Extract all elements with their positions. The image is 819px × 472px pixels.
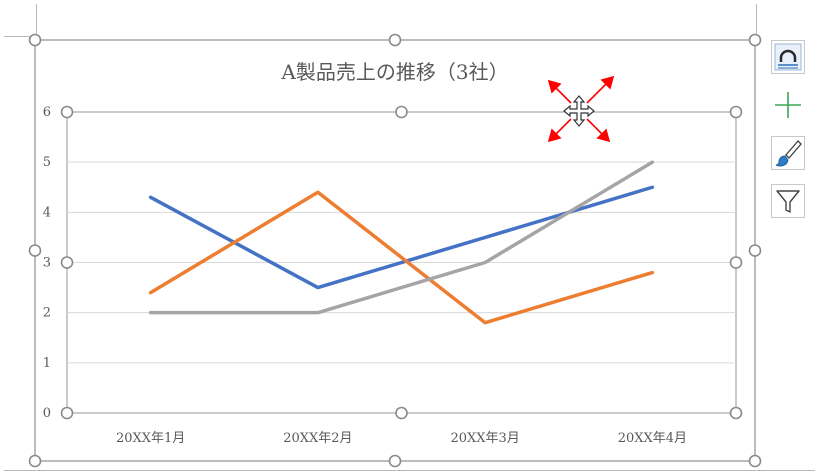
move-cursor-icon bbox=[547, 75, 615, 143]
x-tick-label: 20XX年3月 bbox=[450, 431, 519, 446]
page-top-edge bbox=[4, 36, 36, 37]
page-left-edge bbox=[36, 4, 37, 36]
y-tick-label: 1 bbox=[43, 356, 51, 371]
chart-area-resize-handle[interactable] bbox=[28, 244, 42, 257]
plot-area-resize-handle[interactable] bbox=[60, 406, 74, 420]
y-tick-label: 4 bbox=[43, 205, 51, 220]
page-bottom-edge bbox=[4, 470, 815, 471]
chart-filter-button[interactable] bbox=[771, 184, 805, 218]
series-line-3[interactable] bbox=[148, 160, 655, 315]
plot-area-resize-handle[interactable] bbox=[729, 105, 743, 119]
plot-area-resize-handle[interactable] bbox=[395, 406, 408, 420]
y-tick-label: 5 bbox=[43, 155, 51, 170]
chart-area-resize-handle[interactable] bbox=[388, 33, 402, 47]
chart-area-resize-handle[interactable] bbox=[388, 454, 402, 468]
chart-styles-button[interactable] bbox=[771, 136, 805, 170]
plot-area-resize-handle[interactable] bbox=[60, 256, 74, 269]
y-tick-label: 0 bbox=[43, 406, 51, 421]
chart-area-resize-handle[interactable] bbox=[748, 454, 762, 468]
chart-area-resize-handle[interactable] bbox=[28, 33, 42, 47]
y-axis-tick-labels: 0 1 2 3 4 5 6 bbox=[43, 105, 51, 421]
chart-elements-icon bbox=[774, 43, 802, 71]
plot-area-resize-handle[interactable] bbox=[60, 105, 74, 119]
brush-icon bbox=[775, 140, 802, 167]
y-tick-label: 2 bbox=[43, 306, 51, 321]
y-tick-label: 6 bbox=[43, 105, 51, 120]
y-tick-label: 3 bbox=[43, 256, 51, 271]
add-element-button[interactable] bbox=[771, 88, 805, 122]
series-lines[interactable] bbox=[148, 160, 655, 325]
x-axis-tick-labels: 20XX年1月 20XX年2月 20XX年3月 20XX年4月 bbox=[116, 431, 687, 446]
x-tick-label: 20XX年4月 bbox=[618, 431, 687, 446]
plot-area-resize-handle[interactable] bbox=[729, 256, 743, 269]
chart-elements-button[interactable] bbox=[771, 40, 805, 74]
chart-title[interactable]: A製品売上の推移（3社） bbox=[280, 60, 508, 84]
page-right-edge bbox=[756, 4, 757, 36]
x-tick-label: 20XX年2月 bbox=[283, 431, 352, 446]
chart-area-resize-handle[interactable] bbox=[748, 244, 762, 257]
x-tick-label: 20XX年1月 bbox=[116, 431, 185, 446]
plot-area-resize-handle[interactable] bbox=[729, 406, 743, 420]
plus-icon bbox=[775, 92, 801, 118]
plot-area-resize-handle[interactable] bbox=[395, 105, 408, 119]
filter-icon bbox=[776, 190, 800, 213]
selection-handles[interactable] bbox=[28, 33, 762, 468]
chart-area-resize-handle[interactable] bbox=[28, 454, 42, 468]
chart-area-resize-handle[interactable] bbox=[748, 33, 762, 47]
series-line-2[interactable] bbox=[148, 190, 655, 325]
